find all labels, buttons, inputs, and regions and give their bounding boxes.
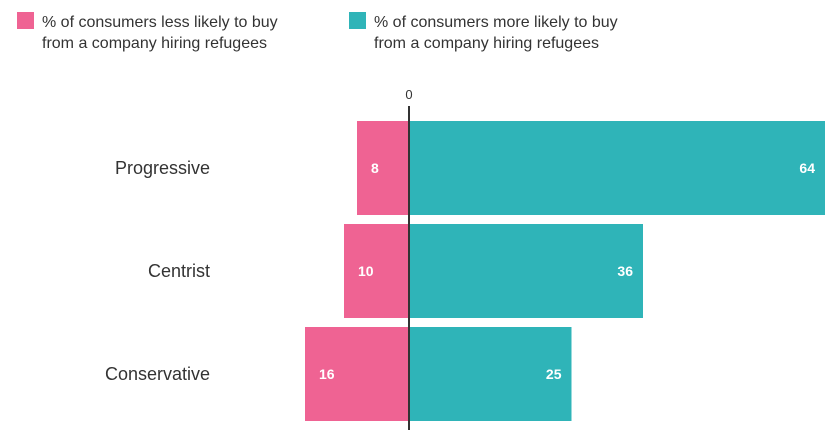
legend-swatch-less-likely xyxy=(17,12,34,29)
bar-more-likely-progressive xyxy=(409,121,825,215)
zero-axis-label: 0 xyxy=(405,87,412,102)
value-label-more-likely-progressive: 64 xyxy=(799,160,815,176)
value-label-more-likely-centrist: 36 xyxy=(617,263,633,279)
category-label-progressive: Progressive xyxy=(115,158,210,178)
legend-item-more-likely: % of consumers more likely to buy from a… xyxy=(349,12,674,54)
legend-item-less-likely: % of consumers less likely to buy from a… xyxy=(17,12,342,54)
bar-more-likely-centrist xyxy=(409,224,643,318)
value-label-more-likely-conservative: 25 xyxy=(546,366,562,382)
bar-more-likely-conservative xyxy=(409,327,572,421)
value-label-less-likely-centrist: 10 xyxy=(358,263,374,279)
bars-group: Progressive 8 64 Centrist 10 36 Conservative 16… xyxy=(105,121,825,421)
category-label-conservative: Conservative xyxy=(105,364,210,384)
legend-label-more-likely: % of consumers more likely to buy from a… xyxy=(374,14,618,52)
bar-less-likely-progressive xyxy=(357,121,409,215)
category-label-centrist: Centrist xyxy=(148,261,210,281)
bar-less-likely-centrist xyxy=(344,224,409,318)
value-label-less-likely-conservative: 16 xyxy=(319,366,335,382)
legend-swatch-more-likely xyxy=(349,12,366,29)
bar-less-likely-conservative xyxy=(305,327,409,421)
value-label-less-likely-progressive: 8 xyxy=(371,160,379,176)
legend-label-less-likely: % of consumers less likely to buy from a… xyxy=(42,14,278,52)
